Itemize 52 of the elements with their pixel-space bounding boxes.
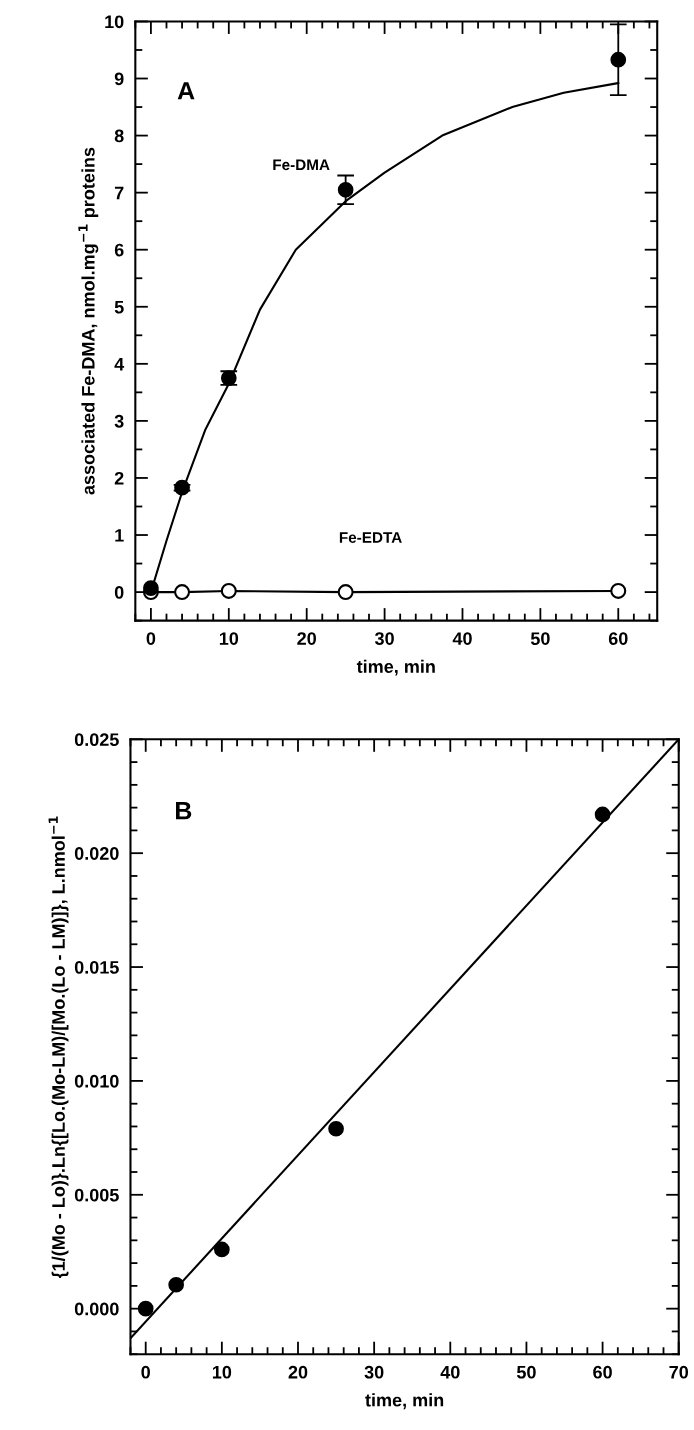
x-tick-label: 30 — [374, 632, 394, 646]
x-tick-label: 70 — [669, 1365, 689, 1379]
series-label: Fe-DMA — [273, 159, 330, 171]
point — [594, 806, 611, 823]
y-axis-title: {1/(Mo - Lo)}.Ln{[Lo.(Mo-LM)/[Mo.(Lo - LM)]}, L.nmol$^{−1}$ — [48, 816, 69, 1279]
point — [213, 1241, 230, 1258]
y-tick-label: 6 — [114, 243, 124, 257]
point — [137, 1300, 154, 1317]
x-tick-label: 40 — [440, 1365, 460, 1379]
y-tick-label: 0.025 — [74, 733, 119, 747]
x-tick-label: 60 — [593, 1365, 612, 1379]
y-tick-label: 8 — [114, 129, 124, 143]
annotation: A — [177, 82, 195, 100]
annotation: B — [176, 802, 192, 820]
y-tick-label: 9 — [114, 72, 124, 86]
point — [220, 582, 237, 599]
x-tick-label: 40 — [452, 632, 472, 645]
y-tick-label: 2 — [114, 471, 124, 485]
x-tick-label: 10 — [212, 1365, 232, 1379]
x-tick-label: 20 — [288, 1365, 308, 1379]
y-tick-label: 3 — [114, 414, 124, 428]
y-tick-label: 4 — [114, 357, 125, 371]
y-tick-label: 7 — [114, 186, 124, 200]
point — [337, 584, 354, 601]
x-tick-label: 50 — [530, 632, 550, 645]
point — [610, 582, 627, 599]
x-tick-label: 30 — [364, 1365, 384, 1379]
y-tick-label: 0 — [114, 586, 124, 599]
x-axis-title: time, min — [356, 659, 435, 676]
y-tick-label: 0.005 — [74, 1188, 119, 1202]
y-tick-label: 0.000 — [74, 1302, 119, 1316]
point — [174, 584, 191, 601]
x-axis-title: time, min — [365, 1393, 444, 1410]
y-tick-label: 10 — [105, 15, 124, 29]
x-tick-label: 0 — [141, 1365, 150, 1379]
x-tick-label: 10 — [219, 632, 239, 645]
point — [143, 580, 159, 596]
y-tick-label: 0.020 — [74, 847, 119, 860]
x-tick-label: 0 — [146, 632, 156, 645]
point — [168, 1276, 185, 1293]
x-tick-label: 60 — [608, 632, 628, 645]
point — [328, 1120, 344, 1137]
y-tick-label: 0.010 — [74, 1074, 119, 1088]
y-tick-label: 0.015 — [74, 960, 119, 974]
y-axis-title: associated Fe-DMA, nmol.mg$^{−1}$ proteins — [78, 147, 99, 495]
x-tick-label: 50 — [516, 1365, 536, 1379]
x-tick-label: 20 — [297, 632, 316, 645]
y-tick-label: 5 — [114, 300, 124, 314]
y-tick-label: 1 — [115, 529, 124, 542]
text: Fe-EDTA — [339, 532, 402, 543]
point — [610, 51, 627, 68]
point — [337, 181, 354, 198]
